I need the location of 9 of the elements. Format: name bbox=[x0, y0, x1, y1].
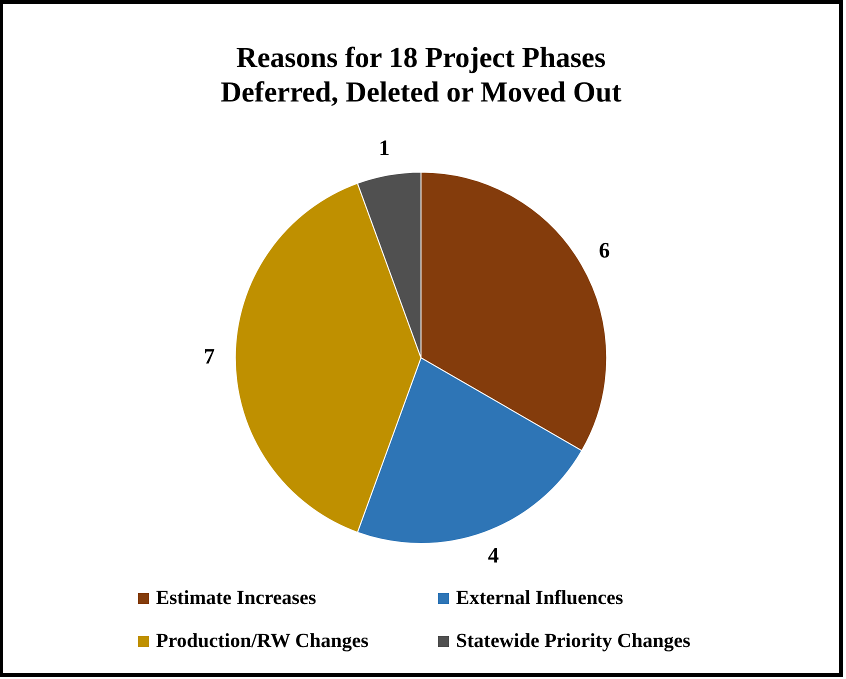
data-label: 4 bbox=[488, 542, 499, 568]
data-label: 7 bbox=[204, 343, 215, 368]
legend-label: Estimate Increases bbox=[155, 587, 318, 610]
chart-title: Reasons for 18 Project Phases Deferred, Deleted or Moved Out bbox=[220, 42, 622, 109]
data-label: 1 bbox=[378, 135, 390, 160]
data-label: 6 bbox=[598, 238, 610, 263]
legend-label: External Influences bbox=[455, 587, 624, 610]
legend-label: Production/RW Changes bbox=[155, 630, 370, 653]
legend-label: Statewide Priority Changes bbox=[455, 630, 692, 653]
